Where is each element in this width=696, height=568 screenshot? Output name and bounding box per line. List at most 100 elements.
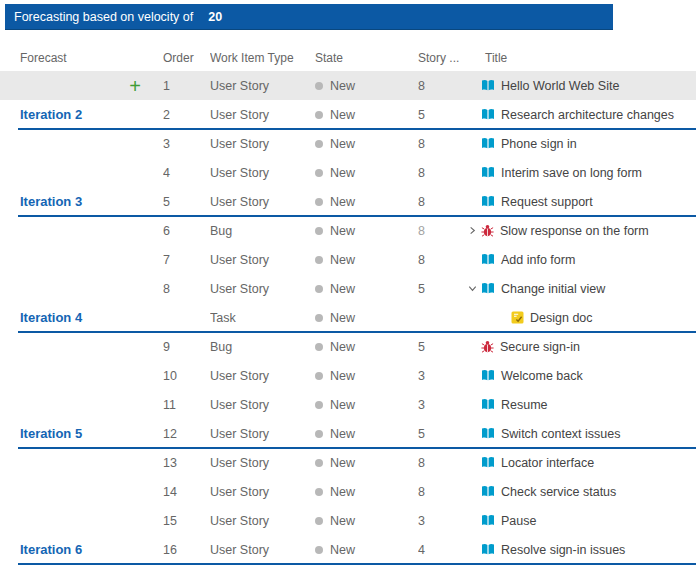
forecast-iteration-label: Iteration 6	[20, 542, 82, 557]
story-points-cell: 5	[418, 340, 467, 354]
state-label: New	[330, 253, 355, 267]
story-points-cell: 3	[418, 369, 467, 383]
title-cell: Switch context issues	[467, 427, 696, 441]
work-item-title[interactable]: Research architecture changes	[501, 108, 674, 122]
table-row[interactable]: + 1 User Story New 8 Hello World Web Sit…	[0, 71, 696, 100]
table-row[interactable]: + 11 User Story New 3 Resume	[0, 390, 696, 419]
user-story-icon	[481, 79, 495, 92]
table-row[interactable]: + 14 User Story New 8 Check service stat…	[0, 477, 696, 506]
state-dot-icon	[315, 401, 323, 409]
state-label: New	[330, 311, 355, 325]
work-item-title[interactable]: Change initial view	[501, 282, 605, 296]
state-label: New	[330, 340, 355, 354]
user-story-icon	[481, 137, 495, 150]
state-label: New	[330, 369, 355, 383]
forecast-cell: +	[0, 390, 163, 419]
work-item-title[interactable]: Add info form	[501, 253, 575, 267]
state-dot-icon	[315, 314, 323, 322]
title-cell: Pause	[467, 514, 696, 528]
order-cell: 16	[163, 543, 210, 557]
table-row[interactable]: + 3 User Story New 8 Phone sign in	[0, 129, 696, 158]
state-cell: New	[315, 108, 418, 122]
title-cell: Add info form	[467, 253, 696, 267]
state-label: New	[330, 195, 355, 209]
table-row[interactable]: Iteration 4 + Task New Design doc	[0, 303, 696, 332]
column-header-title[interactable]: Title	[467, 51, 696, 65]
table-row[interactable]: Iteration 2 + 2 User Story New 5 Researc…	[0, 100, 696, 129]
table-row[interactable]: Iteration 3 + 5 User Story New 8 Request…	[0, 187, 696, 216]
title-cell: Hello World Web Site	[467, 79, 696, 93]
work-item-title[interactable]: Pause	[501, 514, 536, 528]
table-row[interactable]: Iteration 5 + 12 User Story New 5 Switch…	[0, 419, 696, 448]
state-cell: New	[315, 282, 418, 296]
work-item-title[interactable]: Design doc	[530, 311, 593, 325]
state-cell: New	[315, 253, 418, 267]
state-cell: New	[315, 137, 418, 151]
table-row[interactable]: + 6 Bug New 8 Slow response on the form	[0, 216, 696, 245]
velocity-value[interactable]: 20	[208, 10, 222, 24]
column-header-points[interactable]: Story ...	[418, 51, 467, 65]
work-item-title[interactable]: Hello World Web Site	[501, 79, 619, 93]
column-header-type[interactable]: Work Item Type	[210, 51, 315, 65]
table-row[interactable]: + 13 User Story New 8 Locator interface	[0, 448, 696, 477]
table-row[interactable]: + 10 User Story New 3 Welcome back	[0, 361, 696, 390]
order-cell: 6	[163, 224, 210, 238]
table-row[interactable]: Iteration 6 + 16 User Story New 4 Resolv…	[0, 535, 696, 564]
state-dot-icon	[315, 488, 323, 496]
user-story-icon	[481, 398, 495, 411]
state-dot-icon	[315, 546, 323, 554]
work-item-title[interactable]: Switch context issues	[501, 427, 621, 441]
state-label: New	[330, 108, 355, 122]
work-item-type-cell: User Story	[210, 427, 315, 441]
state-cell: New	[315, 166, 418, 180]
work-item-title[interactable]: Welcome back	[501, 369, 583, 383]
forecast-cell: +	[0, 71, 163, 100]
table-row[interactable]: + 7 User Story New 8 Add info form	[0, 245, 696, 274]
order-cell: 11	[163, 398, 210, 412]
state-dot-icon	[315, 198, 323, 206]
work-item-title[interactable]: Request support	[501, 195, 593, 209]
column-header-forecast[interactable]: Forecast	[0, 51, 163, 65]
order-cell: 13	[163, 456, 210, 470]
user-story-icon	[481, 485, 495, 498]
collapse-chevron-down[interactable]	[467, 283, 481, 294]
order-cell: 9	[163, 340, 210, 354]
table-row[interactable]: + 8 User Story New 5 Change initial view	[0, 274, 696, 303]
table-row[interactable]: + 9 Bug New 5 Secure sign-in	[0, 332, 696, 361]
forecast-cell: Iteration 5 +	[0, 419, 163, 448]
title-cell: Interim save on long form	[467, 166, 696, 180]
column-header-state[interactable]: State	[315, 51, 418, 65]
chevron-right-icon	[467, 225, 478, 236]
work-item-title[interactable]: Phone sign in	[501, 137, 577, 151]
work-item-title[interactable]: Secure sign-in	[500, 340, 580, 354]
table-row[interactable]: + 4 User Story New 8 Interim save on lon…	[0, 158, 696, 187]
state-cell: New	[315, 398, 418, 412]
story-points-cell: 8	[418, 485, 467, 499]
grid-body: + 1 User Story New 8 Hello World Web Sit…	[0, 71, 696, 564]
work-item-title[interactable]: Check service status	[501, 485, 616, 499]
work-item-title[interactable]: Slow response on the form	[500, 224, 649, 238]
expand-chevron-right[interactable]	[467, 225, 481, 236]
story-points-cell: 5	[418, 427, 467, 441]
user-story-icon	[481, 282, 495, 295]
user-story-icon	[481, 456, 495, 469]
user-story-icon	[481, 108, 495, 121]
title-cell: Research architecture changes	[467, 108, 696, 122]
state-cell: New	[315, 427, 418, 441]
work-item-title[interactable]: Resolve sign-in issues	[501, 543, 625, 557]
table-row[interactable]: + 15 User Story New 3 Pause	[0, 506, 696, 535]
user-story-icon	[481, 137, 495, 150]
story-points-cell: 3	[418, 514, 467, 528]
column-header-order[interactable]: Order	[163, 51, 210, 65]
title-cell: Welcome back	[467, 369, 696, 383]
work-item-title[interactable]: Resume	[501, 398, 548, 412]
user-story-icon	[481, 79, 495, 92]
add-work-item-button[interactable]: +	[129, 76, 141, 96]
work-item-title[interactable]: Locator interface	[501, 456, 594, 470]
forecast-cell: +	[0, 274, 163, 303]
state-cell: New	[315, 195, 418, 209]
work-item-type-cell: User Story	[210, 166, 315, 180]
work-item-title[interactable]: Interim save on long form	[501, 166, 642, 180]
user-story-icon	[481, 427, 495, 440]
story-points-cell: 8	[418, 166, 467, 180]
